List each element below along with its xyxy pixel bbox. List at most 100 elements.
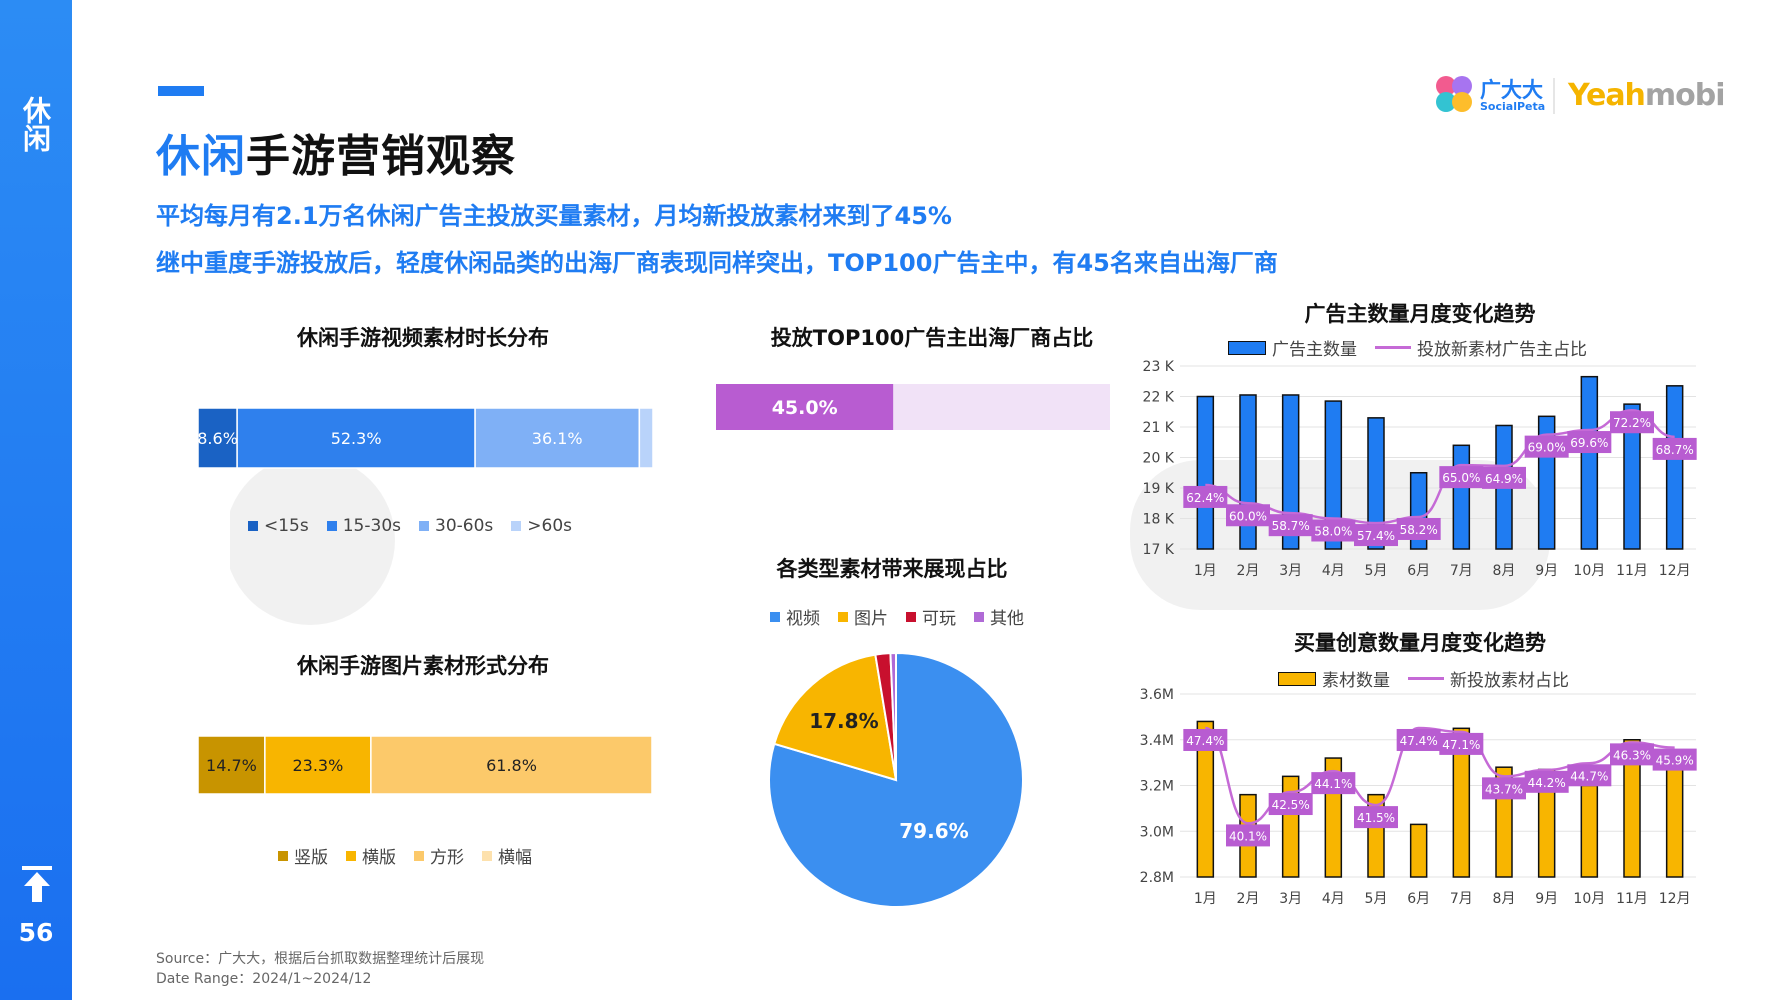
video-duration-legend-label: 30-60s — [435, 516, 494, 536]
image-format-legend-item: 横版 — [346, 843, 396, 868]
creative-trend-bar — [1452, 727, 1471, 878]
video-duration-legend: <15s 15-30s 30-60s >60s — [248, 516, 590, 536]
creative-trend-bar — [1580, 784, 1599, 878]
creative-trend-line-label: 47.1% — [1442, 738, 1480, 752]
advertiser-trend-line-label: 69.6% — [1570, 436, 1608, 450]
creative-trend-line-label: 41.5% — [1357, 811, 1395, 825]
creative-trend-x-tick: 1月 — [1194, 891, 1217, 907]
creative-trend-line-label-box — [1226, 824, 1270, 847]
advertiser-trend-line-label-box — [1226, 504, 1270, 527]
creative-trend-legend-item: 素材数量 — [1278, 666, 1390, 691]
creative-trend-line-label: 42.5% — [1272, 798, 1310, 812]
back-to-top-icon[interactable] — [22, 866, 52, 904]
creative-trend-legend: 素材数量 新投放素材占比 — [1278, 666, 1587, 691]
creative-trend-y-tick: 3.0M — [1140, 824, 1174, 840]
advertiser-trend-line-label: 69.0% — [1528, 441, 1566, 455]
page-title-rest: 手游营销观察 — [246, 131, 516, 182]
creative-trend-bar — [1409, 823, 1428, 878]
advertiser-trend-line-label: 64.9% — [1485, 472, 1523, 486]
logo-area: 广大大 SocialPeta Yeahmobi — [1434, 74, 1734, 120]
creative-trend-legend-label: 新投放素材占比 — [1450, 671, 1569, 691]
advertiser-trend-line-label-box — [1183, 485, 1228, 508]
footer-source: Source：广大大，根据后台抓取数据整理统计后展现 — [156, 951, 485, 967]
advertiser-trend-line-label-box — [1610, 411, 1654, 434]
advertiser-trend-x-tick: 12月 — [1659, 563, 1691, 579]
advertiser-trend-title: 广告主数量月度变化趋势 — [1304, 302, 1536, 326]
image-format-legend-label: 方形 — [430, 848, 464, 868]
advertiser-trend-y-tick: 23 K — [1143, 359, 1175, 375]
material-share-legend-swatch — [838, 611, 848, 622]
image-format-label: 23.3% — [292, 756, 343, 775]
creative-trend-line-label: 44.1% — [1314, 777, 1352, 791]
creative-trend-line-label-box — [1482, 777, 1526, 800]
creative-trend-line-label-box — [1354, 806, 1398, 829]
creative-trend-chart: 2.8M 3.0M 3.2M 3.4M 3.6M 1月 2月 3月 4月 5月 6月 7月 8月 9月 10… — [1140, 687, 1697, 907]
creative-trend-x-tick: 7月 — [1450, 891, 1473, 907]
advertiser-trend-line-label: 58.7% — [1272, 519, 1310, 533]
advertiser-trend-legend: 广告主数量 投放新素材广告主占比 — [1228, 335, 1605, 360]
creative-trend-line-label-box — [1311, 772, 1356, 795]
video-duration-legend-swatch — [419, 521, 429, 531]
creative-trend-y-tick: 3.2M — [1140, 779, 1174, 795]
advertiser-trend-bar — [1452, 444, 1471, 550]
image-format-legend: 竖版 横版 方形 横幅 — [278, 843, 550, 868]
subtitle-line-1: 平均每月有2.1万名休闲广告主投放买量素材，月均新投放素材来到了45% — [156, 202, 952, 230]
creative-trend-x-tick: 10月 — [1573, 891, 1605, 907]
advertiser-trend-line-label: 57.4% — [1357, 529, 1395, 543]
advertiser-trend-x-tick: 8月 — [1493, 563, 1516, 579]
video-duration-segment — [638, 408, 653, 469]
creative-trend-x-tick: 8月 — [1493, 891, 1516, 907]
creative-trend-x-tick: 12月 — [1659, 891, 1691, 907]
material-share-slice — [768, 651, 1024, 908]
video-duration-legend-label: 15-30s — [342, 516, 401, 536]
video-duration-legend-item: <15s — [248, 516, 309, 536]
image-format-legend-swatch — [278, 850, 288, 861]
advertiser-trend-line-label: 60.0% — [1229, 509, 1267, 523]
creative-trend-y-tick: 3.4M — [1140, 733, 1174, 749]
advertiser-trend-line-label-box — [1567, 431, 1612, 454]
sidebar-category: 休闲 — [19, 96, 52, 152]
video-duration-chart: 8.6% 52.3% 36.1% — [198, 408, 653, 469]
image-format-legend-label: 横幅 — [498, 848, 532, 868]
creative-trend-line-label-box — [1183, 728, 1228, 751]
advertiser-trend-line-label-box — [1396, 517, 1441, 540]
advertiser-trend-line-label: 58.2% — [1400, 523, 1438, 537]
creative-trend-line-label: 44.7% — [1570, 769, 1608, 783]
top100-overseas-title: 投放TOP100广告主出海厂商占比 — [770, 326, 1094, 350]
video-duration-legend-item: 30-60s — [419, 516, 493, 536]
advertiser-trend-bar — [1324, 400, 1343, 550]
sidebar: 休闲 56 — [0, 0, 72, 1000]
advertiser-trend-line-label-box — [1268, 514, 1313, 537]
advertiser-trend-y-tick: 21 K — [1143, 420, 1175, 436]
top100-overseas-segment — [893, 384, 1110, 430]
advertiser-trend-legend-item: 投放新素材广告主占比 — [1375, 335, 1587, 360]
creative-trend-line-label-box — [1610, 743, 1654, 766]
image-format-legend-item: 方形 — [414, 843, 464, 868]
advertiser-trend-x-tick: 5月 — [1365, 563, 1388, 579]
creative-trend-line-label-box — [1524, 770, 1569, 793]
creative-trend-line-label: 47.4% — [1400, 734, 1438, 748]
advertiser-trend-y-tick: 22 K — [1143, 390, 1175, 406]
creative-trend-y-tick: 3.6M — [1140, 687, 1174, 703]
material-share-label: 17.8% — [809, 709, 878, 733]
advertiser-trend-y-tick: 19 K — [1143, 481, 1175, 497]
material-share-legend-label: 其他 — [990, 609, 1024, 629]
footer-date-range: Date Range：2024/1~2024/12 — [156, 971, 372, 987]
creative-trend-bar — [1623, 739, 1641, 878]
creative-trend-legend-swatch — [1278, 671, 1316, 686]
video-duration-legend-label: <15s — [264, 516, 309, 536]
top100-overseas-segment — [716, 384, 894, 430]
creative-trend-line-label-box — [1652, 748, 1697, 771]
advertiser-trend-x-tick: 6月 — [1407, 563, 1430, 579]
advertiser-trend-line-label: 68.7% — [1656, 443, 1694, 457]
advertiser-trend-line-label-box — [1354, 524, 1398, 547]
image-format-segment — [264, 736, 372, 795]
image-format-legend-swatch — [346, 850, 356, 861]
image-format-label: 61.8% — [486, 756, 537, 775]
video-duration-legend-item: 15-30s — [326, 516, 401, 536]
advertiser-trend-legend-swatch — [1228, 340, 1266, 355]
top100-overseas-label: 45.0% — [772, 397, 838, 419]
creative-trend-x-tick: 5月 — [1365, 891, 1388, 907]
image-format-legend-item: 竖版 — [278, 843, 328, 868]
creative-trend-bar — [1196, 720, 1215, 878]
